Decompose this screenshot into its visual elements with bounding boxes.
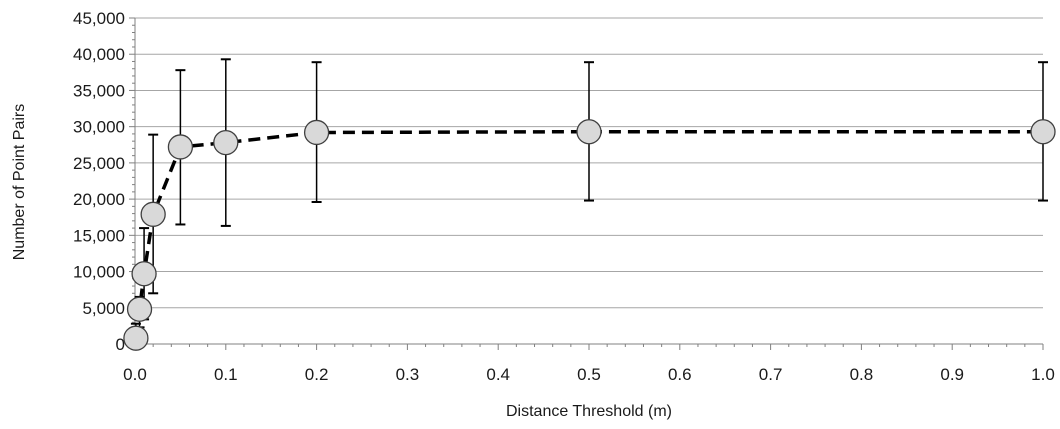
data-point: [303, 119, 330, 146]
y-tick-label: 15,000: [73, 226, 125, 245]
x-tick-label: 0.6: [668, 365, 692, 384]
x-tick-label: 0.4: [486, 365, 510, 384]
y-tick-label: 35,000: [73, 81, 125, 100]
data-point: [213, 129, 239, 156]
x-tick-label: 0.9: [940, 365, 964, 384]
y-tick-labels: 0 5,000 10,000 15,000 20,000 25,000 30,000 35,0…: [73, 9, 125, 354]
data-point: [1030, 119, 1056, 145]
x-tick-label: 0.5: [577, 365, 601, 384]
y-tick-label: 10,000: [73, 263, 125, 282]
x-tick-label: 0.1: [214, 365, 238, 384]
axes: [129, 17, 1044, 350]
data-point: [131, 261, 157, 287]
data-point: [123, 325, 149, 351]
y-axis-title: Number of Point Pairs: [11, 104, 28, 261]
data-point: [167, 134, 194, 160]
x-tick-label: 1.0: [1031, 365, 1055, 384]
data-point: [576, 119, 602, 145]
y-tick-label: 20,000: [73, 190, 125, 209]
x-tick-label: 0.8: [850, 365, 874, 384]
x-tick-label: 0.0: [123, 365, 147, 384]
x-tick-labels: 0.0 0.1 0.2 0.3 0.4 0.5 0.6 0.7 0.8 0.9 1.0: [123, 365, 1055, 384]
data-point: [126, 296, 153, 322]
y-tick-label: 30,000: [73, 118, 125, 137]
data-points: [123, 119, 1056, 351]
y-tick-label: 0: [116, 335, 125, 354]
data-point: [140, 201, 166, 227]
y-tick-label: 25,000: [73, 154, 125, 173]
x-tick-label: 0.2: [305, 365, 329, 384]
y-tick-label: 5,000: [82, 299, 125, 318]
x-tick-label: 0.7: [759, 365, 783, 384]
x-tick-label: 0.3: [396, 365, 420, 384]
y-tick-label: 45,000: [73, 9, 125, 28]
error-bars: [130, 58, 1048, 344]
x-axis-title: Distance Threshold (m): [506, 403, 672, 420]
y-tick-label: 40,000: [73, 45, 125, 64]
